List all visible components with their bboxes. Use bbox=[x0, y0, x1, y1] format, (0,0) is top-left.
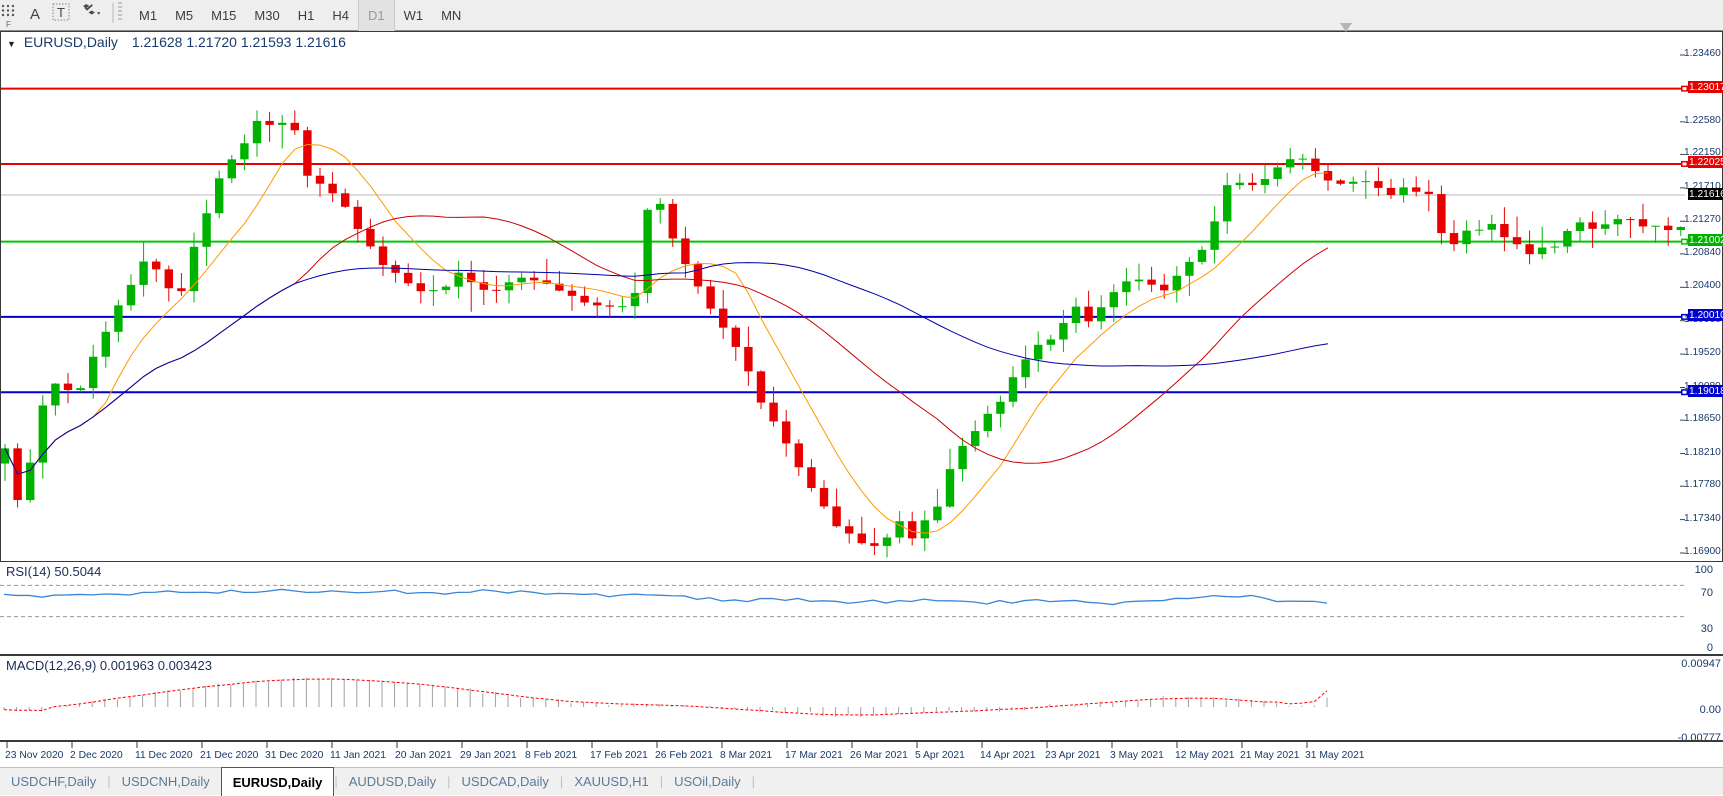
svg-text:T: T bbox=[57, 5, 65, 20]
svg-text:A: A bbox=[30, 6, 40, 23]
svg-text:F: F bbox=[6, 20, 11, 29]
